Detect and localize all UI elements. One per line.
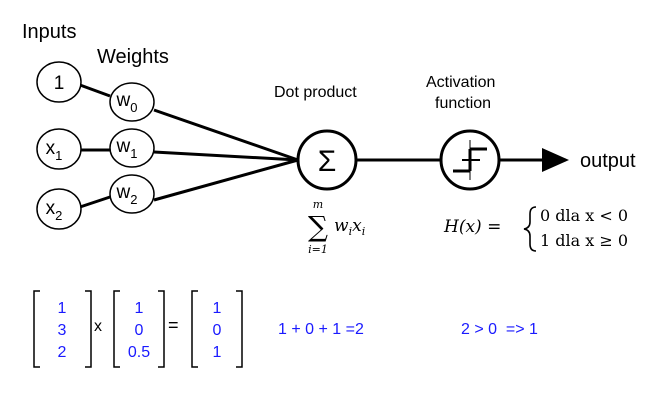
- heaviside-case1: 0 dla x < 0: [540, 206, 628, 225]
- vector-a: [33, 290, 92, 368]
- vector-b-item-0: 1: [135, 300, 144, 317]
- activation-label-line1: Activation: [426, 74, 495, 91]
- input-node-2-base: x: [46, 198, 56, 219]
- weight-node-2-base: w: [116, 182, 131, 203]
- svg-text:w0: w0: [116, 90, 138, 115]
- vector-b-item-1: 0: [135, 322, 144, 339]
- vector-a-item-1: 3: [58, 322, 67, 339]
- output-label: output: [580, 150, 636, 172]
- sum-formula-upper: m: [313, 198, 323, 211]
- sum-formula-x: x: [352, 216, 362, 236]
- connections: [79, 83, 569, 209]
- vector-c-item-0: 1: [213, 300, 222, 317]
- weight-node-2-sub: 2: [130, 192, 137, 207]
- vector-c: [191, 290, 243, 368]
- heaviside-brace: [523, 206, 537, 252]
- heaviside-formula: H(x) = 0 dla x < 0 1 dla x ≥ 0: [443, 206, 628, 252]
- vector-b: [113, 290, 165, 368]
- sum-formula-sigma: ∑: [308, 210, 328, 243]
- step-function-icon: [453, 140, 487, 180]
- input-node-1-base: x: [46, 138, 56, 159]
- activation-label-line2: function: [435, 95, 491, 112]
- dot-product-label: Dot product: [274, 84, 357, 101]
- sum-formula-w: w: [334, 216, 349, 236]
- example-calculation: 1 3 2 x 1 0 0.5 = 1 0 1 1 + 0 + 1 =2 2 >…: [33, 290, 538, 368]
- sum-formula-w-sub: i: [349, 225, 353, 238]
- weight-node-1: w1: [109, 128, 155, 168]
- input-node-2: x2: [36, 188, 82, 230]
- edge-weight1-sum: [153, 150, 299, 162]
- input-node-1: x1: [36, 128, 82, 170]
- weight-node-1-sub: 1: [130, 146, 137, 161]
- sum-formula: m ∑ i=1 wixi: [308, 198, 365, 256]
- activation-node: [439, 129, 501, 191]
- weight-node-2: w2: [109, 174, 155, 214]
- vector-c-item-1: 0: [213, 322, 222, 339]
- edge-weight2-sum: [153, 158, 299, 202]
- vector-a-item-2: 2: [58, 344, 67, 361]
- weight-node-0: w0: [109, 82, 155, 122]
- vector-c-item-2: 1: [213, 344, 222, 361]
- sum-formula-x-sub: i: [362, 225, 366, 238]
- input-node-0: 1: [36, 61, 82, 103]
- input-node-2-sub: 2: [55, 208, 62, 223]
- edge-input2-weight2: [79, 195, 111, 209]
- operator-multiply: x: [94, 318, 102, 335]
- svg-text:x1: x1: [46, 138, 63, 163]
- svg-text:w1: w1: [116, 136, 138, 161]
- weight-node-1-base: w: [116, 136, 131, 157]
- sum-result-text: 1 + 0 + 1 =2: [278, 321, 364, 338]
- inputs-label: Inputs: [22, 21, 76, 43]
- sum-node: Σ: [296, 129, 358, 191]
- input-node-0-label: 1: [54, 73, 65, 94]
- vector-b-item-2: 0.5: [128, 344, 150, 361]
- heaviside-lhs: H(x) =: [443, 217, 501, 237]
- heaviside-case2: 1 dla x ≥ 0: [540, 231, 628, 250]
- operator-equals: =: [168, 315, 179, 335]
- svg-text:1: 1: [54, 73, 65, 94]
- weight-node-0-sub: 0: [130, 100, 137, 115]
- edge-weight0-sum: [153, 108, 299, 162]
- weights-label: Weights: [97, 46, 169, 68]
- svg-text:wixi: wixi: [334, 216, 365, 238]
- input-node-1-sub: 1: [55, 148, 62, 163]
- edge-input0-weight0: [79, 83, 111, 98]
- weight-node-0-base: w: [116, 90, 131, 111]
- vector-a-item-0: 1: [58, 300, 67, 317]
- sum-symbol: Σ: [318, 145, 337, 178]
- svg-text:w2: w2: [116, 182, 138, 207]
- compare-result-text: 2 > 0 => 1: [461, 321, 538, 338]
- sum-formula-lower: i=1: [308, 243, 328, 256]
- svg-text:x2: x2: [46, 198, 63, 223]
